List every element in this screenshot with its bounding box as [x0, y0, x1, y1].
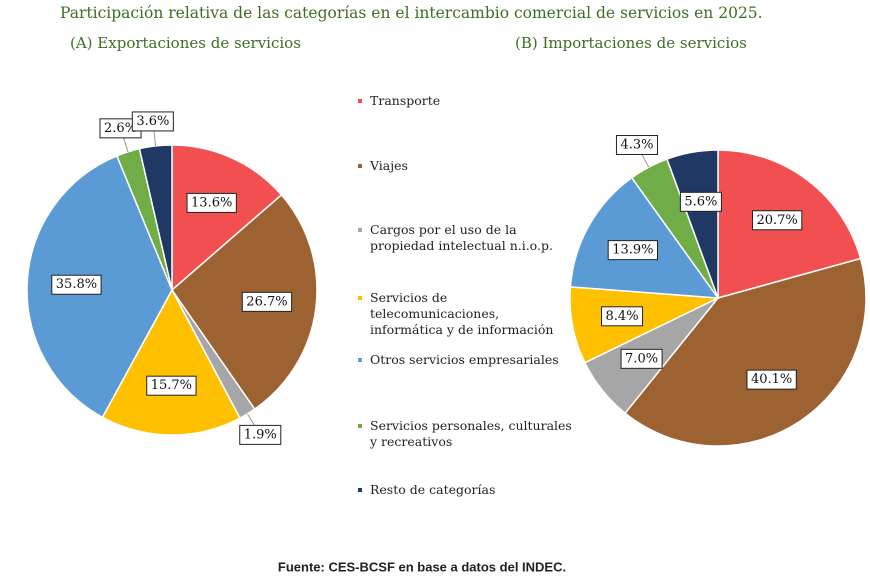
- legend-swatch: [358, 424, 362, 428]
- chart-title: Participación relativa de las categorías…: [60, 4, 763, 22]
- label-box: [239, 424, 282, 445]
- data-label: 26.7%: [246, 294, 287, 309]
- legend-item: Viajes: [358, 158, 573, 174]
- legend-item: Cargos por el uso de la propiedad intele…: [358, 222, 573, 254]
- data-label: 35.8%: [56, 277, 97, 292]
- label-box: [679, 191, 722, 212]
- legend-label: Servicios de telecomunicaciones, informá…: [370, 290, 554, 337]
- data-label: 2.6%: [104, 121, 137, 136]
- label-box: [751, 210, 803, 231]
- label-box: [241, 291, 293, 312]
- data-label: 40.1%: [751, 372, 792, 387]
- legend-label: Cargos por el uso de la propiedad intele…: [370, 222, 553, 253]
- source: Fuente: CES-BCSF en base a datos del IND…: [278, 559, 566, 574]
- data-label: 1.9%: [244, 427, 277, 442]
- legend-swatch: [358, 488, 362, 492]
- pie-slice: [624, 257, 867, 447]
- label-box: [607, 240, 659, 261]
- legend-swatch: [358, 164, 362, 168]
- pie-slice: [666, 149, 719, 299]
- legend-swatch: [358, 99, 362, 103]
- label-box: [620, 348, 663, 369]
- legend-item: Otros servicios empresariales: [358, 352, 573, 368]
- legend-item: Servicios de telecomunicaciones, informá…: [358, 290, 573, 338]
- legend-label: Resto de categorías: [370, 482, 496, 497]
- legend-swatch: [358, 296, 362, 300]
- label-box: [131, 111, 174, 132]
- data-label: 5.6%: [684, 194, 717, 209]
- label-box: [601, 306, 644, 327]
- legend-item: Resto de categorías: [358, 482, 573, 498]
- pie-slice: [101, 288, 241, 436]
- pie-title: (A) Exportaciones de servicios: [70, 34, 301, 52]
- legend-swatch: [358, 358, 362, 362]
- label-box: [746, 369, 797, 390]
- legend-label: Otros servicios empresariales: [370, 352, 559, 367]
- label-box: [146, 375, 197, 396]
- legend-label: Transporte: [370, 93, 441, 108]
- legend-item: Servicios personales, culturales y recre…: [358, 418, 573, 450]
- legend-swatch: [358, 228, 362, 232]
- legend-item: Transporte: [358, 93, 573, 109]
- data-label: 15.7%: [151, 378, 192, 393]
- data-label: 20.7%: [756, 213, 797, 228]
- data-label: 8.4%: [606, 309, 639, 324]
- data-label: 13.9%: [612, 243, 653, 258]
- data-label: 13.6%: [191, 195, 232, 210]
- pie-slice: [569, 176, 720, 299]
- data-label: 4.3%: [620, 137, 653, 152]
- label-box: [51, 274, 102, 295]
- label-box: [186, 192, 237, 213]
- pie-title: (B) Importaciones de servicios: [515, 34, 747, 52]
- label-box: [615, 134, 658, 155]
- legend-label: Servicios personales, culturales y recre…: [370, 418, 572, 449]
- data-label: 3.6%: [136, 114, 169, 129]
- data-label: 7.0%: [625, 351, 658, 366]
- pie-slice: [138, 144, 173, 291]
- pie-slice: [171, 144, 283, 292]
- legend-label: Viajes: [370, 158, 408, 173]
